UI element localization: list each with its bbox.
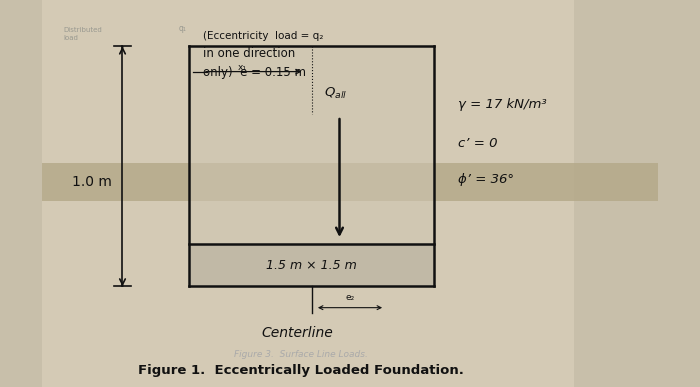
- Text: only)  e = 0.15 m: only) e = 0.15 m: [203, 66, 306, 79]
- Text: $Q_{all}$: $Q_{all}$: [324, 86, 348, 101]
- Text: 1.0 m: 1.0 m: [72, 175, 112, 189]
- Text: c’ = 0: c’ = 0: [458, 137, 498, 150]
- Bar: [42, 163, 658, 201]
- Text: x₁: x₁: [238, 63, 247, 72]
- Text: γ = 17 kN/m³: γ = 17 kN/m³: [458, 98, 547, 111]
- Bar: [189, 244, 434, 286]
- Text: e₂: e₂: [345, 293, 355, 302]
- Text: Figure 3.  Surface Line Loads.: Figure 3. Surface Line Loads.: [234, 349, 368, 359]
- Text: load: load: [63, 34, 78, 41]
- Text: q₁: q₁: [178, 24, 186, 33]
- Text: Figure 1.  Eccentrically Loaded Foundation.: Figure 1. Eccentrically Loaded Foundatio…: [138, 364, 464, 377]
- Text: ϕ’ = 36°: ϕ’ = 36°: [458, 173, 514, 187]
- Text: 1.5 m × 1.5 m: 1.5 m × 1.5 m: [266, 259, 357, 272]
- Text: in one direction: in one direction: [203, 47, 295, 60]
- Bar: [189, 46, 434, 244]
- Bar: [42, 0, 574, 387]
- Text: (Eccentricity  load = q₂: (Eccentricity load = q₂: [203, 31, 323, 41]
- Text: Centerline: Centerline: [262, 326, 333, 340]
- Text: Distributed: Distributed: [63, 27, 102, 33]
